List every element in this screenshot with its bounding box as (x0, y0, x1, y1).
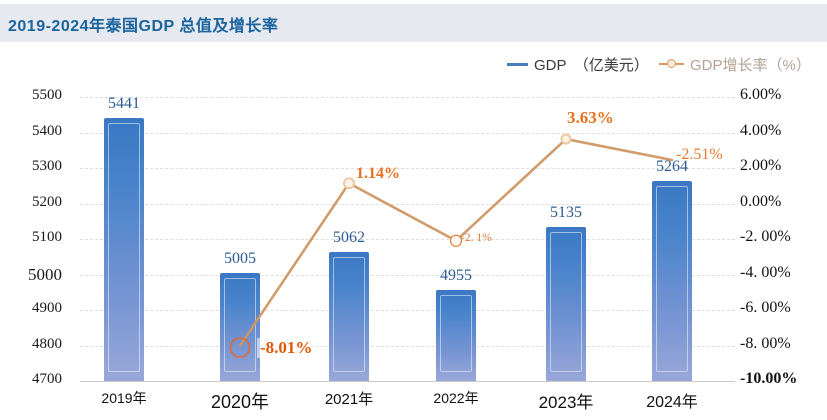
gridline (80, 274, 735, 276)
right-axis-tick: -10.00% (740, 370, 798, 387)
title-bar: 2019-2024年泰国GDP 总值及增长率 (0, 4, 827, 42)
right-axis-tick: -6. 00% (740, 299, 791, 316)
left-axis-tick: 5300 (32, 158, 62, 174)
growth-point-marker[interactable] (343, 177, 355, 190)
gdp-bar[interactable] (546, 226, 586, 381)
growth-value-label: 1.14% (356, 165, 400, 182)
left-axis-tick: 5400 (32, 122, 62, 139)
x-axis-label: 2024年 (646, 394, 698, 411)
legend-growth-label: GDP增长率（%） (690, 56, 811, 74)
right-axis-tick: -4. 00% (740, 263, 791, 281)
left-axis-tick: 4700 (32, 371, 62, 387)
growth-value-label: -8.01% (257, 338, 316, 358)
x-axis-label: 2022年 (433, 390, 479, 406)
bar-value-label: 5135 (550, 203, 582, 221)
left-axis-tick: 5200 (32, 193, 62, 210)
legend: GDP （亿美元） GDP增长率（%） （ (0, 54, 827, 76)
growth-point-marker[interactable] (560, 133, 572, 145)
gdp-line-swatch-icon (507, 62, 528, 66)
x-axis-label: 2020年 (210, 392, 270, 412)
gdp-bar[interactable] (436, 290, 476, 381)
gdp-bar[interactable] (220, 272, 260, 381)
right-axis-tick: 6.00% (740, 86, 782, 103)
gdp-bar[interactable] (652, 180, 692, 381)
growth-marker-icon (667, 59, 676, 69)
left-axis-tick: 4900 (32, 300, 62, 316)
gridline (80, 310, 735, 311)
right-axis-tick: -8. 00% (740, 334, 791, 352)
legend-item-gdp[interactable]: GDP （亿美元） (507, 54, 649, 74)
gridline (80, 203, 735, 205)
gridline (80, 132, 735, 134)
gridline (80, 381, 735, 382)
page-title: 2019-2024年泰国GDP 总值及增长率 (8, 18, 279, 35)
bar-value-label: 4955 (440, 267, 472, 285)
legend-overflow-fragment: （ (818, 55, 827, 76)
right-axis-tick: 2.00% (740, 157, 782, 174)
gridline (80, 239, 735, 240)
right-axis-tick: -2. 00% (740, 228, 791, 245)
right-axis-tick: 0.00% (740, 192, 782, 210)
bar-value-label: 5005 (224, 249, 256, 267)
x-axis-label: 2019年 (101, 390, 147, 406)
growth-value-label: -2.51% (676, 146, 723, 163)
growth-line-swatch-icon (659, 59, 684, 69)
bar-value-label: 5441 (108, 94, 140, 112)
left-axis-tick: 5100 (32, 229, 62, 245)
legend-item-growth[interactable]: GDP增长率（%） (659, 54, 811, 74)
gridline (80, 345, 735, 347)
x-axis-label: 2021年 (324, 391, 374, 408)
left-axis-tick: 4800 (32, 335, 62, 352)
x-axis-label: 2023年 (538, 393, 594, 412)
growth-value-label: -2. 1% (461, 232, 492, 244)
gdp-bar[interactable] (104, 117, 144, 381)
legend-gdp-label: GDP （亿美元） (534, 56, 649, 74)
gdp-bar[interactable] (329, 252, 369, 381)
gridline (80, 97, 735, 98)
bar-value-label: 5062 (333, 229, 365, 247)
left-axis-tick: 5500 (32, 87, 62, 103)
left-axis-tick: 5000 (28, 264, 62, 284)
growth-value-label: 3.63% (567, 108, 614, 127)
right-axis-tick: 4.00% (740, 121, 782, 139)
growth-point-marker[interactable] (449, 234, 463, 247)
